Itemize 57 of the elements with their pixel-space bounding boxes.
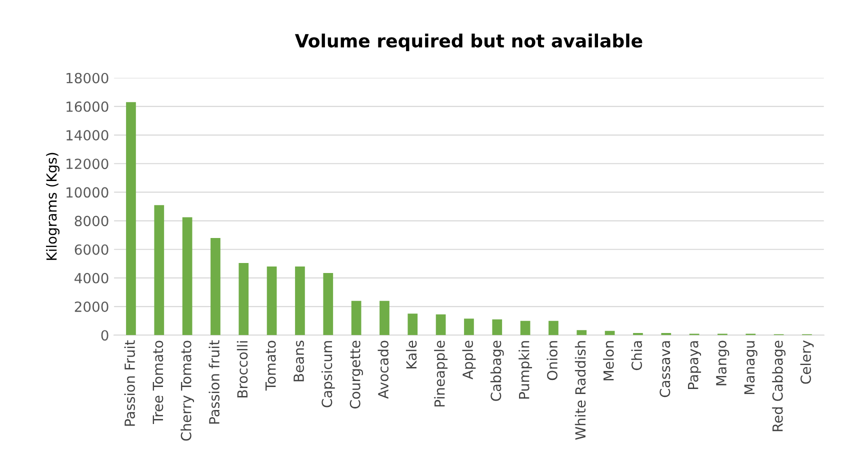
x-tick-label: Mango [716, 340, 730, 386]
y-tick-label: 0 [101, 330, 108, 341]
bar [492, 319, 502, 336]
bar [633, 332, 643, 336]
x-tick-label: Celery [800, 340, 814, 384]
x-tick-label: Courgette [350, 340, 364, 408]
x-tick-label: Tree Tomato [152, 340, 164, 424]
y-tick-label: 6000 [74, 244, 108, 255]
x-tick-label: White Raddish [574, 341, 586, 440]
x-tick-label: Cassava [660, 341, 670, 398]
bar [661, 332, 672, 336]
x-tick-label: Kale [406, 340, 417, 368]
y-tick-label: 16000 [66, 101, 108, 112]
chart-title: Volume required but not available [294, 34, 642, 52]
x-tick-label: Cabbage [490, 340, 504, 401]
y-tick-label: 4000 [74, 272, 108, 284]
bar [154, 205, 164, 336]
bar [548, 320, 558, 336]
y-tick-label: 8000 [74, 216, 108, 226]
x-tick-label: Broccolli [236, 341, 248, 398]
y-axis-title: Kilograms (Kgs) [46, 152, 60, 260]
y-tick-label: 2000 [74, 302, 108, 312]
bar [126, 102, 136, 336]
x-tick-label: Apple [462, 340, 476, 380]
bar [182, 217, 192, 336]
x-tick-label: Managu [744, 341, 758, 394]
x-tick-label: Capsicum [321, 341, 335, 408]
bar [520, 320, 530, 336]
x-tick-label: Chia [631, 341, 642, 370]
bar [436, 314, 446, 336]
x-tick-label: Tomato [266, 340, 276, 391]
y-tick-label: 12000 [66, 158, 108, 170]
x-tick-label: Onion [546, 341, 558, 380]
y-tick-label: 10000 [66, 187, 108, 198]
bar [408, 314, 418, 336]
bar [295, 266, 305, 336]
x-tick-label: Beans [294, 340, 304, 382]
x-tick-label: Cherry Tomato [180, 340, 194, 441]
bar [323, 272, 334, 336]
bar [576, 330, 587, 336]
bar [351, 300, 362, 336]
x-tick-label: Avocado [378, 340, 389, 399]
bar [380, 300, 390, 336]
x-tick-label: Red Cabbage [772, 340, 786, 432]
bar [464, 318, 474, 336]
x-tick-label: Papaya [688, 341, 702, 389]
bar [604, 330, 615, 336]
x-tick-label: Pumpkin [518, 341, 532, 399]
y-tick-label: 18000 [66, 72, 108, 84]
bar [266, 266, 277, 336]
y-tick-label: 14000 [66, 130, 108, 141]
x-tick-label: Melon [603, 341, 614, 380]
x-tick-label: Passion fruit [208, 340, 220, 424]
bar [238, 262, 249, 336]
bar [210, 238, 220, 336]
x-tick-label: Pineapple [434, 340, 448, 406]
x-tick-label: Passion Fruit [124, 340, 136, 426]
